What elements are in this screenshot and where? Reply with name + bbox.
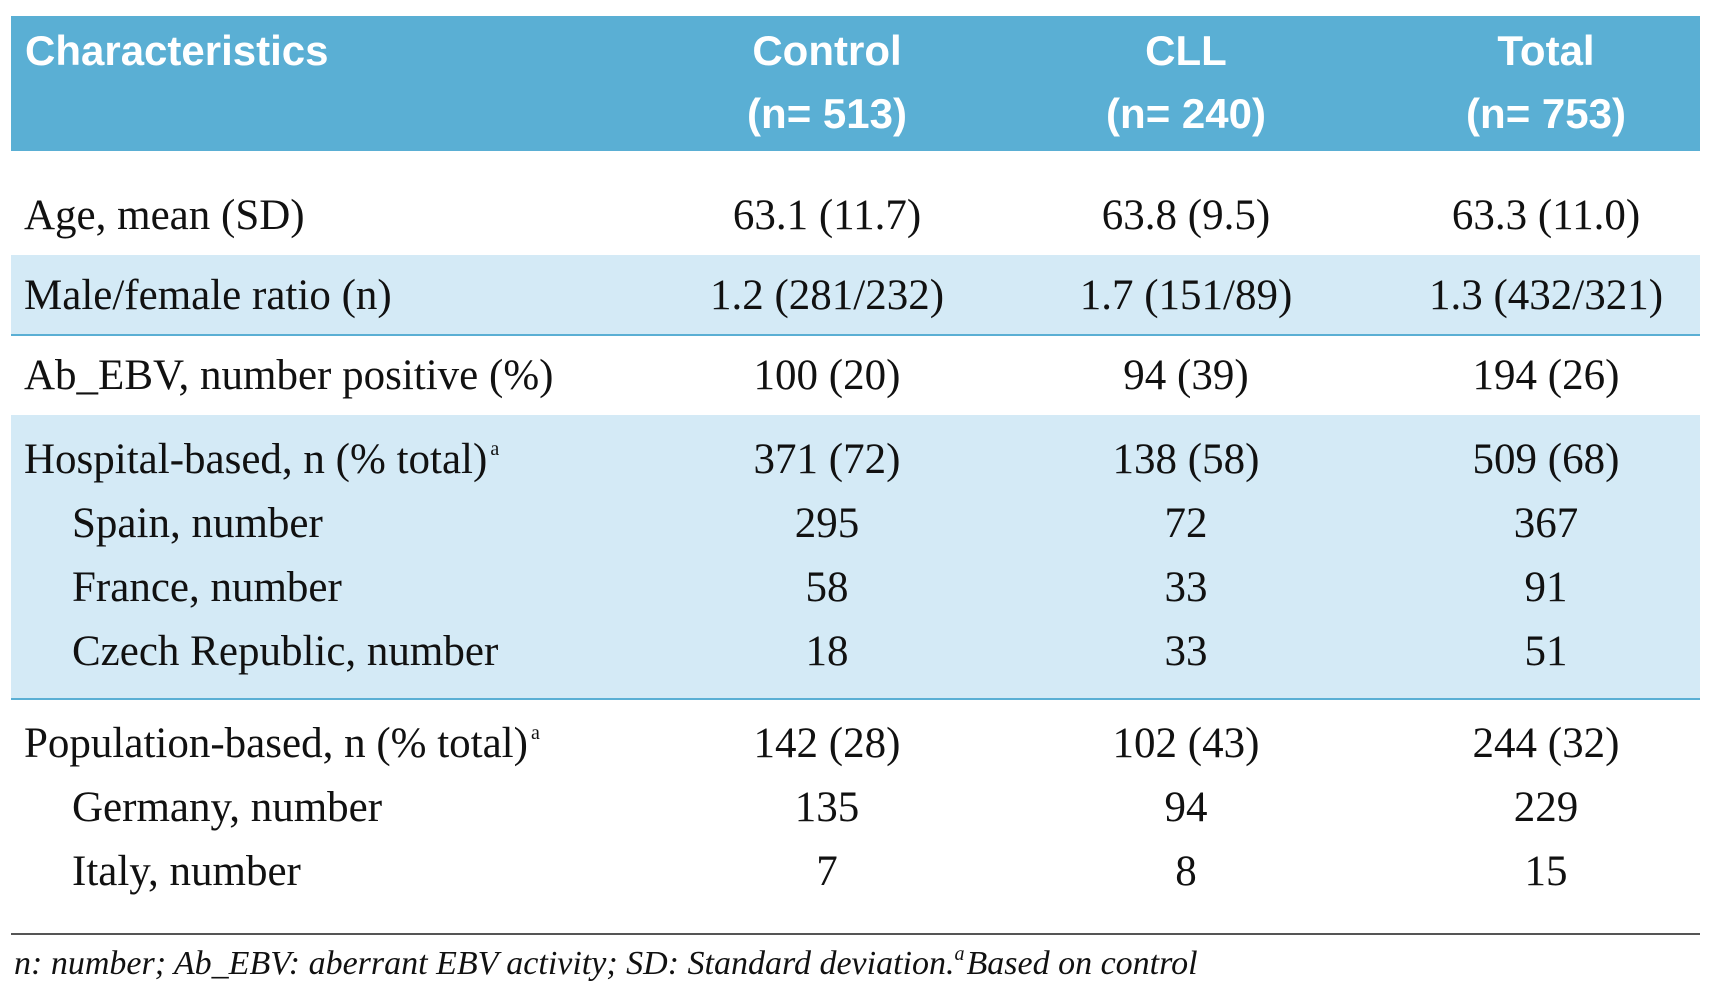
cell-value: 1.7 (151/89) [1080, 272, 1293, 319]
row-label: Population-based, n (% total) [24, 720, 528, 767]
cell-value: 138 (58) [1113, 436, 1260, 483]
row-band [11, 255, 1700, 335]
cell-value: 100 (20) [754, 352, 901, 399]
header-cell: (n= 513) [747, 90, 907, 137]
cell-value: 371 (72) [754, 436, 901, 483]
cell-value: 63.1 (11.7) [733, 192, 921, 239]
row-label: Ab_EBV, number positive (%) [24, 352, 553, 399]
cell-value: 94 [1165, 784, 1208, 831]
cell-value: 58 [806, 564, 849, 611]
footnote-superscript: a [954, 943, 964, 965]
row-band [11, 415, 1700, 699]
header-cell: (n= 240) [1106, 90, 1266, 137]
cell-value: 142 (28) [754, 720, 901, 767]
cell-value: 51 [1525, 628, 1568, 675]
superscript: a [490, 438, 499, 460]
row-label: Age, mean (SD) [24, 192, 305, 239]
superscript: a [531, 722, 540, 744]
cell-value: 135 [795, 784, 860, 831]
cell-value: 18 [806, 628, 849, 675]
cell-value: 8 [1175, 848, 1197, 895]
row-label: Male/female ratio (n) [24, 272, 392, 319]
cell-value: 1.3 (432/321) [1429, 272, 1663, 319]
footnote: n: number; Ab_EBV: aberrant EBV activity… [14, 945, 954, 982]
row-label: Hospital-based, n (% total) [24, 436, 487, 483]
cell-value: 509 (68) [1473, 436, 1620, 483]
header-cell: CLL [1145, 27, 1227, 74]
cell-value: 244 (32) [1473, 720, 1620, 767]
header-cell: Total [1497, 27, 1594, 74]
header-cell: (n= 753) [1466, 90, 1626, 137]
cell-value: 33 [1165, 628, 1208, 675]
cell-value: 7 [816, 848, 838, 895]
footnote: Based on control [966, 945, 1197, 982]
row-label: France, number [72, 564, 342, 611]
cell-value: 194 (26) [1473, 352, 1620, 399]
cell-value: 1.2 (281/232) [710, 272, 944, 319]
row-label: Italy, number [72, 848, 301, 895]
cell-value: 15 [1525, 848, 1568, 895]
cell-value: 229 [1514, 784, 1579, 831]
header-cell: Characteristics [25, 27, 329, 74]
cell-value: 91 [1525, 564, 1568, 611]
cell-value: 102 (43) [1113, 720, 1260, 767]
header-cell: Control [752, 27, 901, 74]
cell-value: 63.8 (9.5) [1102, 192, 1270, 239]
header-bar [11, 16, 1700, 151]
cell-value: 63.3 (11.0) [1452, 192, 1640, 239]
cell-value: 94 (39) [1123, 352, 1248, 399]
cell-value: 295 [795, 500, 860, 547]
cell-value: 72 [1165, 500, 1208, 547]
cell-value: 33 [1165, 564, 1208, 611]
row-label: Spain, number [72, 500, 323, 547]
row-label: Germany, number [72, 784, 382, 831]
row-label: Czech Republic, number [72, 628, 498, 675]
cell-value: 367 [1514, 500, 1579, 547]
